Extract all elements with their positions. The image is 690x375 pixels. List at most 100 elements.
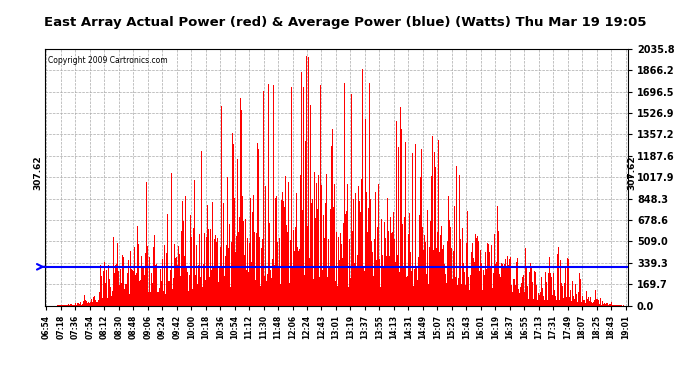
Bar [513,279,514,306]
Text: 307.62: 307.62 [627,155,637,190]
Bar [83,302,84,306]
Bar [563,298,564,306]
Bar [433,251,434,306]
Bar [93,297,94,306]
Bar [331,146,332,306]
Bar [515,285,516,306]
Bar [107,266,108,306]
Bar [608,305,609,306]
Bar [413,286,414,306]
Bar [359,197,360,306]
Bar [534,271,535,306]
Bar [118,271,119,306]
Bar [387,198,388,306]
Bar [143,294,144,306]
Bar [426,290,427,306]
Bar [452,279,453,306]
Bar [223,203,224,306]
Bar [61,305,62,306]
Bar [319,225,320,306]
Bar [240,98,241,306]
Bar [338,237,339,306]
Bar [78,303,79,306]
Bar [554,290,555,306]
Bar [538,293,539,306]
Bar [100,264,101,306]
Bar [76,304,77,306]
Bar [368,208,369,306]
Bar [199,234,200,306]
Bar [477,268,478,306]
Bar [618,305,619,306]
Bar [580,279,581,306]
Bar [334,184,335,306]
Bar [503,267,504,306]
Bar [610,304,611,306]
Bar [466,243,467,306]
Bar [470,272,471,306]
Bar [567,258,568,306]
Bar [543,296,544,306]
Bar [208,229,209,306]
Bar [607,303,608,306]
Bar [566,297,567,306]
Bar [132,270,133,306]
Bar [354,262,355,306]
Bar [112,291,113,306]
Bar [80,302,81,306]
Bar [422,165,423,306]
Bar [105,283,106,306]
Bar [188,291,189,306]
Bar [381,219,382,306]
Bar [305,141,306,306]
Bar [469,290,470,306]
Bar [514,279,515,306]
Bar [175,258,176,306]
Bar [475,234,476,306]
Bar [378,184,379,306]
Bar [530,263,531,306]
Bar [283,201,284,306]
Bar [451,248,452,306]
Bar [346,211,347,306]
Bar [167,214,168,306]
Bar [410,252,411,306]
Bar [323,215,324,306]
Bar [335,250,336,306]
Bar [491,245,492,306]
Bar [591,300,593,306]
Bar [570,290,571,306]
Bar [106,270,107,306]
Bar [383,232,384,306]
Bar [406,279,407,306]
Bar [227,177,228,306]
Bar [168,281,169,306]
Bar [409,213,410,306]
Bar [504,215,506,306]
Bar [66,305,67,306]
Bar [578,292,579,306]
Bar [233,144,235,306]
Bar [428,284,429,306]
Bar [169,280,170,306]
Bar [545,272,546,306]
Bar [300,175,302,306]
Bar [299,254,300,306]
Bar [356,266,357,306]
Bar [279,284,281,306]
Bar [281,202,282,306]
Bar [508,265,509,306]
Bar [184,256,185,306]
Bar [195,275,196,306]
Bar [326,174,327,306]
Bar [315,237,317,306]
Bar [257,143,258,306]
Bar [612,305,613,306]
Bar [149,256,150,306]
Bar [440,235,441,306]
Bar [236,236,237,306]
Bar [370,198,371,306]
Bar [593,302,594,306]
Bar [489,254,491,306]
Bar [431,177,432,306]
